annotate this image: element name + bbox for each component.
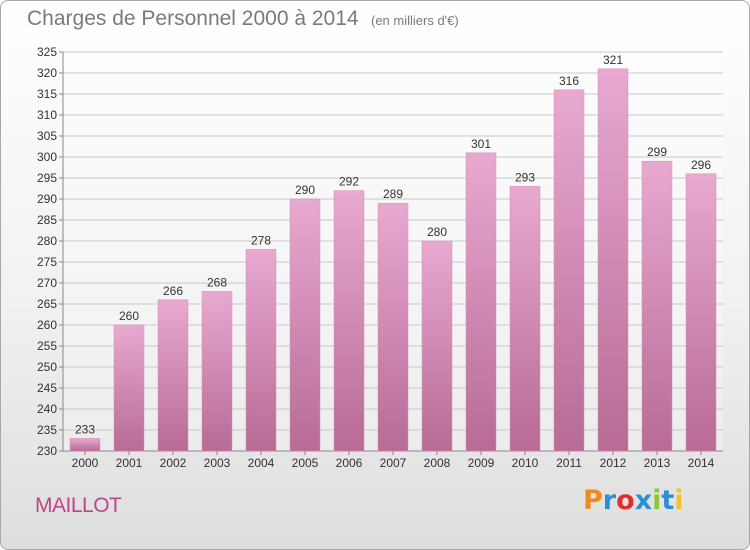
y-tick-label: 250: [37, 360, 57, 374]
y-tick-label: 290: [37, 192, 57, 206]
logo-letter: i: [674, 485, 684, 516]
x-tick-label: 2002: [160, 456, 187, 470]
y-tick-label: 270: [37, 276, 57, 290]
bar: [289, 198, 321, 452]
bar-value-label: 293: [515, 170, 535, 184]
bar: [157, 299, 189, 452]
x-tick-label: 2011: [556, 456, 582, 470]
x-tick-label: 2000: [72, 456, 99, 470]
logo-letter: r: [602, 485, 617, 516]
x-tick-label: 2006: [336, 456, 363, 470]
y-tick-label: 230: [37, 444, 57, 458]
logo-letter: i: [652, 485, 662, 516]
proxiti-logo: Proxiti: [583, 485, 684, 516]
bar: [333, 190, 365, 452]
x-tick-label: 2013: [644, 456, 671, 470]
bar: [597, 68, 629, 452]
bar-value-label: 268: [207, 275, 227, 289]
bar-value-label: 301: [471, 137, 491, 151]
bar-value-label: 260: [119, 309, 139, 323]
y-tick-label: 255: [37, 339, 57, 353]
x-tick-label: 2007: [380, 456, 407, 470]
bar-value-label: 316: [559, 74, 579, 88]
bar-value-label: 296: [691, 158, 711, 172]
bar-value-label: 278: [251, 233, 271, 247]
y-tick-label: 280: [37, 234, 57, 248]
logo-letter: P: [583, 485, 603, 516]
y-tick-label: 245: [37, 381, 57, 395]
chart-title: Charges de Personnel 2000 à 2014: [27, 7, 359, 30]
bar-value-label: 233: [75, 422, 95, 436]
x-tick-label: 2012: [600, 456, 627, 470]
bar-value-label: 299: [647, 145, 667, 159]
y-tick-label: 305: [37, 129, 57, 143]
bar-value-label: 266: [163, 284, 183, 298]
bar: [377, 202, 409, 452]
x-tick-label: 2009: [468, 456, 495, 470]
y-tick-label: 320: [37, 66, 57, 80]
bar: [553, 89, 585, 452]
y-tick-label: 275: [37, 255, 57, 269]
x-tick-label: 2014: [688, 456, 715, 470]
x-tick-label: 2004: [248, 456, 275, 470]
y-tick-label: 235: [37, 423, 57, 437]
bar: [465, 152, 497, 452]
bar: [421, 240, 453, 452]
bar-value-label: 280: [427, 225, 447, 239]
y-tick-label: 260: [37, 318, 57, 332]
y-tick-label: 265: [37, 297, 57, 311]
y-tick-label: 325: [37, 45, 57, 59]
bar: [641, 160, 673, 452]
x-tick-label: 2010: [512, 456, 539, 470]
x-tick-label: 2005: [292, 456, 319, 470]
bar: [69, 438, 101, 452]
logo-letter: x: [634, 485, 653, 516]
y-tick-label: 285: [37, 213, 57, 227]
commune-name: MAILLOT: [35, 494, 122, 517]
bar: [685, 173, 717, 452]
bar: [509, 186, 541, 452]
chart-subtitle: (en milliers d'€): [371, 13, 459, 28]
bar: [245, 249, 277, 452]
bar: [113, 324, 145, 452]
y-tick-label: 310: [37, 108, 57, 122]
bar-value-label: 321: [603, 53, 623, 67]
y-tick-label: 315: [37, 87, 57, 101]
y-tick-label: 295: [37, 171, 57, 185]
logo-letter: t: [661, 485, 675, 516]
bar-value-label: 290: [295, 183, 315, 197]
x-tick-label: 2001: [116, 456, 143, 470]
bar-value-label: 292: [339, 175, 359, 189]
bar-value-label: 289: [383, 187, 403, 201]
x-tick-label: 2008: [424, 456, 451, 470]
logo-letter: o: [616, 485, 635, 516]
y-tick-label: 300: [37, 150, 57, 164]
bar: [201, 291, 233, 452]
x-tick-label: 2003: [204, 456, 231, 470]
y-tick-label: 240: [37, 402, 57, 416]
